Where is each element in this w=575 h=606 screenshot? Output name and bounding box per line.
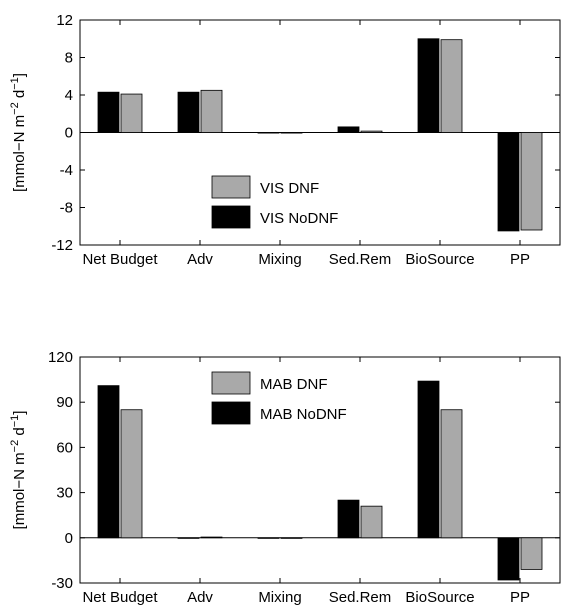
- x-tick-label: Adv: [187, 251, 213, 268]
- y-tick-label: 60: [56, 439, 73, 456]
- x-tick-label: Mixing: [258, 589, 301, 606]
- y-label-text: [mmol−N m: [11, 452, 28, 529]
- y-tick-label: 12: [56, 12, 73, 29]
- chart-top-panel: 12 8 4 0 -4 -8 -12 Net Budget Adv Mixing Sed.Rem Bi…: [9, 12, 561, 268]
- y-tick-label: -8: [60, 200, 73, 217]
- bar-vis-nodnf: [497, 132, 520, 232]
- x-tick-label: PP: [510, 589, 530, 606]
- bar-vis-nodnf: [337, 126, 360, 133]
- y-label-text: ]: [11, 73, 28, 77]
- legend-label: VIS NoDNF: [260, 210, 338, 227]
- y-label-text: d: [11, 90, 28, 103]
- x-tick-label: PP: [510, 251, 530, 268]
- y-tick-label: -4: [60, 162, 73, 179]
- x-tick-label: Sed.Rem: [329, 251, 392, 268]
- bar-mab-dnf: [200, 536, 223, 539]
- legend-label: MAB NoDNF: [260, 406, 347, 423]
- legend-swatch: [211, 205, 251, 229]
- y-tick-label: 0: [65, 125, 73, 142]
- legend-swatch: [211, 401, 251, 425]
- legend-label: VIS DNF: [260, 180, 319, 197]
- bar-mab-nodnf: [257, 537, 280, 539]
- legend-swatch: [211, 175, 251, 199]
- bar-mab-dnf: [520, 537, 543, 570]
- x-tick-label: BioSource: [405, 589, 474, 606]
- y-tick-label: -12: [51, 237, 73, 254]
- y-label-exponent: −1: [9, 415, 21, 428]
- y-tick-label: 4: [65, 87, 73, 104]
- y-label-text: ]: [11, 411, 28, 415]
- y-label-text: d: [11, 427, 28, 440]
- bar-vis-dnf: [200, 89, 223, 133]
- bar-mab-nodnf: [337, 499, 360, 539]
- x-tick-label: Adv: [187, 589, 213, 606]
- bar-vis-nodnf: [97, 91, 120, 133]
- bar-mab-dnf: [440, 409, 463, 539]
- legend-swatch: [211, 371, 251, 395]
- y-tick-label: 90: [56, 394, 73, 411]
- legend-label: MAB DNF: [260, 376, 328, 393]
- y-label-text: [mmol−N m: [11, 115, 28, 192]
- x-tick-label: Mixing: [258, 251, 301, 268]
- y-label-exponent: −2: [9, 102, 21, 115]
- bar-vis-dnf: [440, 39, 463, 133]
- x-tick-label: Sed.Rem: [329, 589, 392, 606]
- y-tick-label: -30: [51, 575, 73, 592]
- plot-frame: [79, 356, 561, 584]
- bar-mab-dnf: [360, 505, 383, 539]
- x-tick-label: Net Budget: [82, 589, 158, 606]
- y-tick-label: 120: [48, 349, 73, 366]
- y-tick-label: 0: [65, 530, 73, 547]
- y-label-exponent: −2: [9, 440, 21, 453]
- x-tick-label: Net Budget: [82, 251, 158, 268]
- chart-bottom-panel: 120 90 60 30 0 -30 Net Budget Adv Mixing Sed.Rem B…: [9, 349, 561, 606]
- bar-vis-dnf: [120, 93, 143, 133]
- bar-mab-nodnf: [417, 380, 440, 539]
- bar-vis-nodnf: [177, 91, 200, 133]
- bar-vis-dnf: [520, 132, 543, 231]
- y-axis-label: [mmol−N m−2 d−1]: [9, 411, 28, 530]
- bar-vis-nodnf: [417, 38, 440, 133]
- bar-mab-dnf: [280, 537, 303, 539]
- y-tick-label: 8: [65, 50, 73, 67]
- y-axis-label: [mmol−N m−2 d−1]: [9, 73, 28, 192]
- x-tick-label: BioSource: [405, 251, 474, 268]
- bar-mab-nodnf: [497, 537, 520, 581]
- bar-vis-dnf: [360, 130, 383, 133]
- bar-vis-dnf: [280, 132, 303, 134]
- bar-mab-nodnf: [177, 537, 200, 539]
- bar-vis-nodnf: [257, 132, 280, 134]
- bar-mab-nodnf: [97, 385, 120, 539]
- bar-mab-dnf: [120, 409, 143, 539]
- y-label-exponent: −1: [9, 77, 21, 90]
- y-tick-label: 30: [56, 485, 73, 502]
